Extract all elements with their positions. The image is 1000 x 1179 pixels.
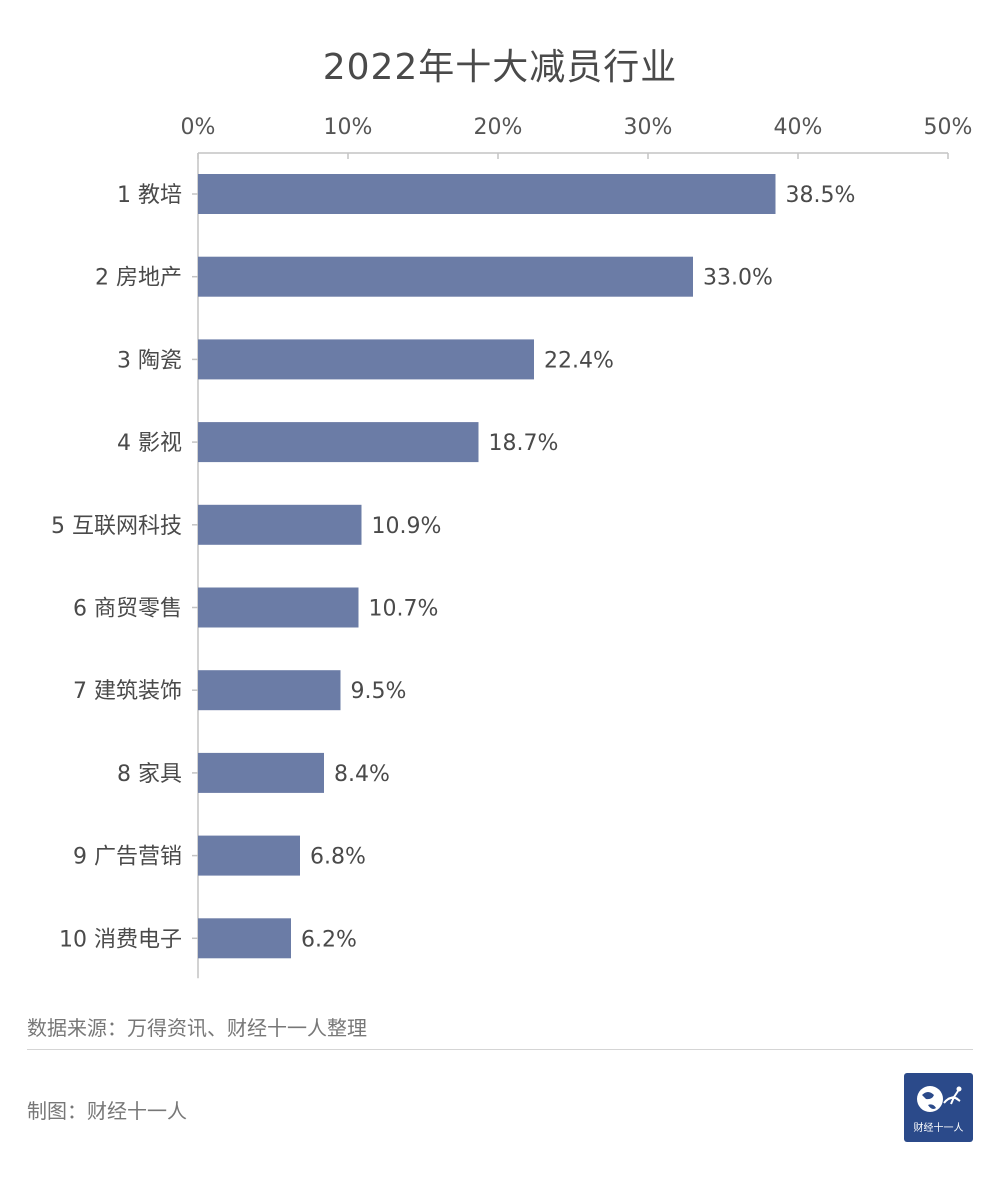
category-label: 2 房地产: [95, 266, 182, 291]
category-label: 6 商贸零售: [73, 597, 182, 622]
data-label: 10.9%: [372, 514, 442, 539]
x-tick-label: 30%: [624, 115, 673, 140]
category-label: 3 陶瓷: [117, 348, 182, 373]
bar-chart: 0% 10% 20% 30% 40% 50% 1 教培 38.5% 2 房地产 33.0% 3 陶瓷…: [51, 115, 973, 979]
data-label: 18.7%: [489, 431, 559, 456]
data-label: 10.7%: [369, 597, 439, 622]
data-label: 6.2%: [301, 927, 357, 952]
category-label: 8 家具: [117, 762, 182, 787]
data-label: 6.8%: [310, 845, 366, 870]
category-label: 1 教培: [117, 183, 182, 208]
x-tick-label: 40%: [774, 115, 823, 140]
x-tick-label: 50%: [924, 115, 973, 140]
x-tick-label: 20%: [474, 115, 523, 140]
bar: [198, 752, 324, 793]
data-label: 38.5%: [786, 183, 856, 208]
category-label: 7 建筑装饰: [73, 679, 182, 704]
data-label: 22.4%: [544, 348, 614, 373]
logo-text: 财经十一人: [913, 1123, 964, 1134]
bar: [198, 256, 693, 297]
source-note: 数据来源：万得资讯、财经十一人整理: [27, 1016, 367, 1040]
bar: [198, 422, 479, 463]
category-label: 10 消费电子: [59, 927, 182, 952]
brand-logo: 财经十一人: [904, 1073, 973, 1142]
category-label: 4 影视: [117, 431, 182, 456]
x-tick-label: 0%: [181, 115, 216, 140]
bar: [198, 174, 776, 214]
footer-divider: [27, 1049, 973, 1050]
data-label: 8.4%: [334, 762, 390, 787]
globe-icon: [917, 1086, 962, 1112]
bar: [198, 670, 341, 711]
credit-note: 制图：财经十一人: [27, 1099, 187, 1123]
data-label: 33.0%: [703, 266, 773, 291]
data-label: 9.5%: [351, 679, 407, 704]
bar: [198, 918, 291, 959]
category-label: 5 互联网科技: [51, 514, 182, 539]
bar: [198, 835, 300, 876]
category-label: 9 广告营销: [73, 845, 182, 870]
bar: [198, 504, 362, 545]
bar: [198, 587, 359, 628]
x-tick-label: 10%: [324, 115, 373, 140]
chart-title: 2022年十大减员行业: [322, 47, 678, 88]
bar: [198, 339, 534, 380]
